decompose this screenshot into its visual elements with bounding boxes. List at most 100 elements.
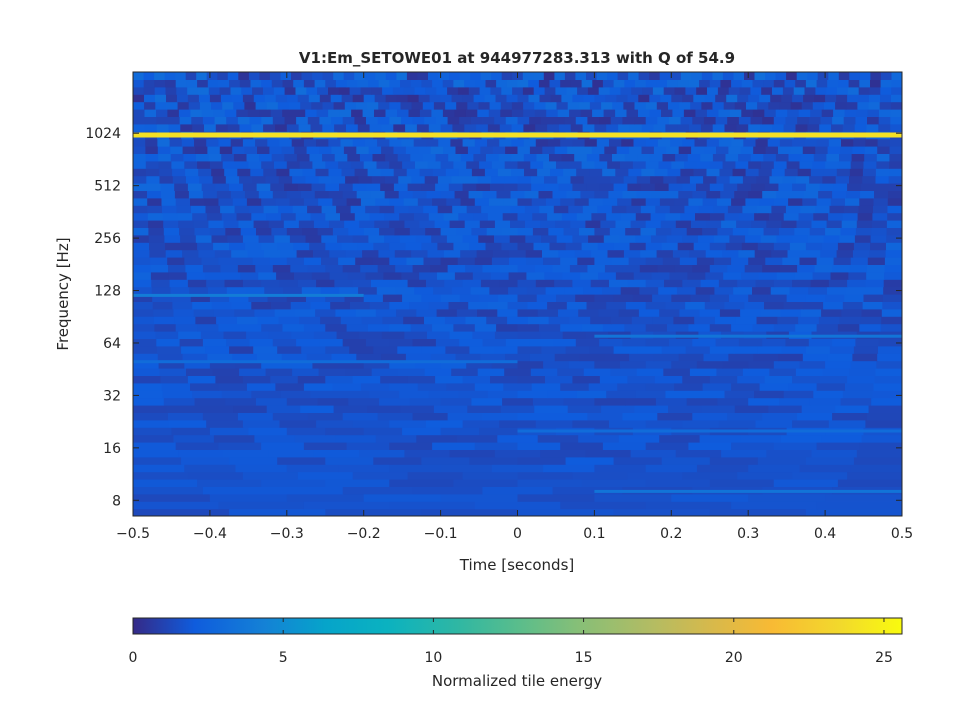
heatmap-tile <box>654 168 668 177</box>
heatmap-feature-line <box>517 429 902 433</box>
heatmap-tile <box>691 146 705 154</box>
heatmap-tile <box>271 301 292 310</box>
heatmap-tile <box>491 464 544 473</box>
heatmap-tile <box>218 501 305 510</box>
heatmap-tile <box>401 271 420 280</box>
heatmap-tile <box>188 190 204 199</box>
heatmap-tile <box>816 138 830 147</box>
heatmap-tile <box>232 197 248 206</box>
heatmap-tile <box>296 249 314 258</box>
heatmap-tile <box>688 197 704 206</box>
heatmap-tile <box>202 116 216 125</box>
heatmap-tile <box>403 86 416 95</box>
heatmap-tile <box>188 101 201 110</box>
heatmap-tile <box>717 86 730 95</box>
heatmap-tile <box>310 301 331 310</box>
heatmap-tile <box>660 220 677 228</box>
heatmap-tile <box>568 160 583 169</box>
heatmap-tile <box>446 197 462 206</box>
heatmap-tile <box>733 345 759 354</box>
heatmap-tile <box>211 168 225 177</box>
heatmap-tile <box>214 116 227 125</box>
heatmap-tile <box>678 146 692 154</box>
heatmap-tile <box>779 138 793 147</box>
heatmap-tile <box>625 397 657 406</box>
heatmap-tile <box>249 116 262 125</box>
heatmap-tile <box>195 316 217 325</box>
y-tick-label: 32 <box>103 388 121 404</box>
heatmap-tile <box>567 405 602 413</box>
x-tick-label: 0.4 <box>814 526 836 542</box>
heatmap-tile <box>286 360 313 369</box>
heatmap-tile <box>620 86 632 95</box>
heatmap-tile <box>800 205 816 214</box>
heatmap-tile <box>740 146 754 154</box>
heatmap-tile <box>517 183 532 191</box>
heatmap-tile <box>470 72 482 80</box>
heatmap-tile <box>721 449 767 458</box>
heatmap-tile <box>552 264 571 273</box>
colorbar-tick-label: 15 <box>575 650 593 666</box>
colorbar-gradient <box>133 618 902 634</box>
heatmap-tile <box>541 234 558 243</box>
heatmap-tile <box>665 390 696 399</box>
heatmap-tile <box>549 242 567 251</box>
heatmap-tile <box>294 434 336 443</box>
heatmap-tile <box>500 264 519 273</box>
heatmap-tile <box>476 249 494 258</box>
heatmap-tile <box>389 160 403 169</box>
heatmap-tile <box>385 109 398 117</box>
heatmap-tile <box>682 234 699 243</box>
heatmap-tile <box>504 368 532 376</box>
heatmap-tile <box>591 212 607 221</box>
heatmap-tile <box>724 123 737 132</box>
heatmap-tile <box>218 138 232 147</box>
heatmap-tile <box>594 190 609 199</box>
heatmap-tile <box>552 338 577 347</box>
heatmap-tile <box>889 153 902 162</box>
heatmap-tile <box>221 390 252 399</box>
heatmap-tile <box>580 271 599 280</box>
heatmap-tile <box>740 434 782 443</box>
heatmap-tile <box>756 175 771 184</box>
heatmap-tile <box>534 101 546 110</box>
heatmap-tile <box>731 382 761 391</box>
heatmap-tile <box>621 138 635 147</box>
heatmap-tile <box>734 405 769 413</box>
heatmap-tile <box>494 331 519 339</box>
heatmap-tile <box>769 175 784 184</box>
heatmap-tile <box>552 486 623 495</box>
heatmap-tile <box>780 434 822 443</box>
heatmap-tile <box>187 86 199 95</box>
heatmap-tile <box>714 316 737 325</box>
heatmap-tile <box>623 101 636 110</box>
heatmap-tile <box>565 345 591 354</box>
heatmap-tile <box>565 456 615 465</box>
heatmap-tile <box>638 308 660 317</box>
heatmap-tile <box>422 101 435 110</box>
heatmap-tile <box>744 72 756 80</box>
heatmap-tile <box>305 234 322 243</box>
heatmap-tile <box>538 79 551 88</box>
heatmap-tile <box>510 205 526 214</box>
heatmap-tile <box>833 109 846 117</box>
heatmap-tile <box>770 94 782 103</box>
heatmap-tile <box>352 375 381 384</box>
heatmap-tile <box>417 197 433 206</box>
heatmap-tile <box>745 197 761 206</box>
heatmap-tile <box>675 449 722 458</box>
heatmap-tile <box>706 138 720 147</box>
heatmap-tile <box>529 116 542 125</box>
heatmap-tile <box>696 160 711 169</box>
heatmap-tile <box>236 109 249 117</box>
heatmap-tile <box>156 109 169 117</box>
heatmap-tile <box>773 323 796 332</box>
heatmap-tile <box>389 116 402 125</box>
heatmap-tile <box>407 471 464 480</box>
heatmap-tile <box>402 294 422 302</box>
heatmap-tile <box>610 368 638 376</box>
heatmap-tile <box>699 308 721 317</box>
heatmap-tile <box>706 190 721 199</box>
heatmap-tile <box>671 227 688 236</box>
heatmap-tile <box>477 368 505 376</box>
